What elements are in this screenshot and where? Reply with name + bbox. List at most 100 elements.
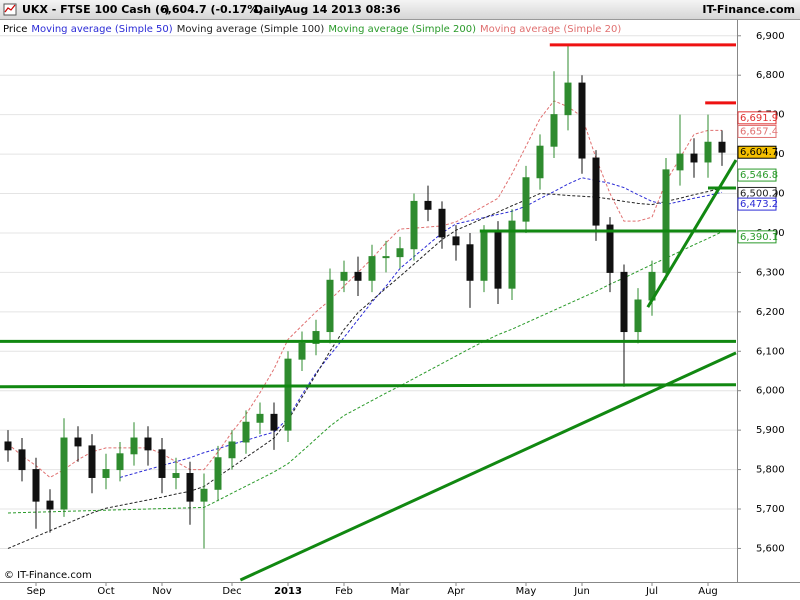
candle-body [284, 358, 292, 431]
moving-average-line [119, 177, 723, 478]
candle-body [340, 271, 348, 281]
header-bar [0, 0, 800, 19]
x-tick-label: Oct [97, 586, 114, 597]
price-tag-label: 6,473.2 [740, 199, 778, 210]
x-tick-label: Sep [27, 586, 46, 597]
axes: 5,600 5,700 5,800 5,900 6,000 6,100 6,200 6,300… [27, 31, 785, 597]
price-tag-label: 6,500.2 [740, 188, 778, 199]
quote: 6,604.7 (-0.17%) [160, 3, 263, 16]
y-tick-label: 5,700 [756, 504, 785, 515]
interval: Daily [254, 3, 285, 16]
candle-body [32, 469, 40, 502]
price-tag-label: 6,691.9 [740, 113, 778, 124]
trendline [0, 383, 737, 389]
candle-body [312, 331, 320, 344]
candle-body [606, 224, 614, 273]
candle-body [130, 437, 138, 455]
candle-body [298, 342, 306, 360]
source: IT-Finance.com [702, 3, 795, 16]
candle-body [144, 437, 152, 451]
candle-body [690, 153, 698, 163]
legend-entry: Moving average (Simple 20) [480, 24, 621, 35]
candle-body [18, 449, 26, 471]
candle-body [46, 500, 54, 510]
price-tag [737, 168, 777, 182]
candle-body [60, 437, 68, 510]
candle-body [564, 82, 572, 116]
moving-average-line [7, 187, 723, 549]
price-tag-label: 6,390.1 [740, 232, 778, 243]
candle-body [74, 437, 82, 447]
candle-body [354, 271, 362, 281]
candle-body [508, 220, 516, 289]
candle-body [676, 153, 684, 171]
y-tick-label: 6,100 [756, 346, 785, 357]
candle-body [158, 449, 166, 478]
candle-body [550, 114, 558, 147]
candle-body [228, 441, 236, 459]
candle-body [480, 232, 488, 281]
price-tag [737, 230, 777, 244]
candle-body [326, 279, 334, 333]
y-tick-label: 6,000 [756, 386, 785, 397]
candle-body [270, 413, 278, 431]
candle-body [522, 177, 530, 222]
candle-body [200, 488, 208, 502]
price-tag [737, 145, 777, 159]
y-tick-label: 5,800 [756, 465, 785, 476]
candle-body [494, 232, 502, 289]
x-tick-label: May [516, 586, 537, 597]
legend: Price Moving average (Simple 50) Moving av… [3, 24, 621, 35]
x-tick-label: Mar [391, 586, 411, 597]
y-tick-label: 5,900 [756, 425, 785, 436]
candle-body [256, 413, 264, 423]
moving-average-line [7, 100, 722, 479]
x-tick-label: Aug [698, 586, 718, 597]
plot-area [0, 43, 737, 582]
price-tag-label: 6,604.7 [740, 147, 778, 158]
candle-body [466, 244, 474, 281]
legend-entry: Moving average (Simple 100) [177, 24, 325, 35]
candle-body [718, 141, 726, 153]
x-tick-label: Dec [222, 586, 241, 597]
candle-body [186, 473, 194, 502]
legend-entry: Moving average (Simple 50) [31, 24, 172, 35]
candle-body [704, 141, 712, 163]
candle-body [88, 445, 96, 478]
trendline [646, 159, 737, 308]
y-tick-label: 5,600 [756, 543, 785, 554]
candle-body [452, 236, 460, 246]
candle-body [4, 441, 12, 451]
x-tick-label: 2013 [274, 586, 302, 597]
candle-body [438, 208, 446, 238]
price-tag [737, 111, 777, 125]
candle-body [410, 200, 418, 250]
x-tick-label: Apr [447, 586, 465, 597]
candle-body [102, 469, 110, 478]
candle-body [396, 248, 404, 258]
y-tick-label: 6,800 [756, 70, 785, 81]
x-tick-label: Jun [573, 586, 590, 597]
legend-entry: Price [3, 24, 27, 35]
candle-body [368, 256, 376, 281]
candle-body [536, 145, 544, 179]
candle-body [382, 256, 390, 259]
candle-body [214, 457, 222, 490]
candle-body [424, 200, 432, 210]
timestamp: Aug 14 2013 08:36 [284, 3, 401, 16]
candle-body [578, 82, 586, 159]
grid [0, 35, 737, 549]
candle-body [634, 299, 642, 333]
y-tick-label: 6,300 [756, 267, 785, 278]
price-tag-label: 6,657.4 [740, 126, 778, 137]
y-tick-label: 6,900 [756, 31, 785, 42]
x-tick-label: Nov [152, 586, 172, 597]
candle-body [662, 169, 670, 273]
price-tag [737, 197, 777, 211]
price-tag-label: 6,546.8 [740, 170, 778, 181]
x-tick-label: Jul [645, 586, 658, 597]
x-tick-label: Feb [335, 586, 353, 597]
